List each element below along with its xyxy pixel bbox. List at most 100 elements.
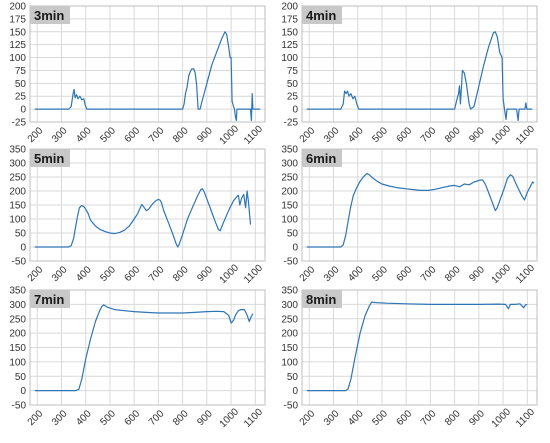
y-tick-label: 175	[9, 14, 26, 25]
x-tick-label: 700	[419, 125, 439, 145]
y-tick-label: 200	[281, 187, 298, 198]
x-tick-label: 1000	[218, 406, 242, 430]
y-tick-label: 150	[281, 343, 298, 354]
y-tick-label: 0	[20, 386, 26, 397]
x-tick-label: 600	[123, 125, 143, 145]
panel-title-background	[302, 6, 342, 24]
y-tick-label: 300	[281, 159, 298, 170]
y-tick-label: 50	[287, 229, 299, 240]
y-tick-label: 75	[15, 66, 27, 77]
x-tick-label: 300	[50, 264, 70, 284]
y-tick-label: -25	[12, 118, 27, 129]
y-tick-label: 25	[15, 92, 27, 103]
panel-title-background	[302, 149, 342, 167]
x-tick-label: 800	[171, 264, 191, 284]
x-tick-label: 1100	[242, 262, 265, 285]
x-tick-label: 400	[74, 264, 94, 284]
y-tick-label: 150	[9, 343, 26, 354]
y-tick-label: 0	[20, 105, 26, 116]
y-tick-label: 300	[281, 300, 298, 311]
x-tick-label: 200	[298, 125, 318, 145]
y-tick-label: 50	[15, 229, 27, 240]
series-line-1	[34, 188, 252, 248]
x-tick-label: 700	[147, 125, 167, 145]
x-tick-label: 600	[123, 408, 143, 428]
x-tick-label: 500	[98, 408, 118, 428]
y-tick-label: 25	[287, 92, 299, 103]
x-tick-label: 600	[395, 125, 415, 145]
x-tick-label: 1100	[514, 262, 537, 285]
x-tick-label: 300	[50, 408, 70, 428]
panel-title: 8min	[306, 292, 336, 307]
panel-title-background	[302, 290, 342, 308]
panel-title-background	[30, 6, 70, 24]
y-tick-label: -50	[12, 401, 27, 412]
x-tick-label: 1100	[514, 406, 537, 429]
x-tick-label: 300	[322, 264, 342, 284]
x-tick-label: 300	[322, 408, 342, 428]
y-tick-label: 250	[281, 173, 298, 184]
y-tick-label: 175	[281, 14, 298, 25]
panel-title-background	[30, 290, 70, 308]
x-tick-label: 1100	[514, 123, 537, 146]
panel-title: 6min	[306, 151, 336, 166]
y-tick-label: -50	[284, 401, 299, 412]
x-tick-label: 1100	[242, 123, 265, 146]
y-tick-label: 250	[9, 173, 26, 184]
x-tick-label: 700	[419, 408, 439, 428]
y-tick-label: 150	[9, 27, 26, 38]
x-tick-label: 1000	[218, 123, 242, 147]
y-tick-label: 350	[9, 286, 26, 297]
y-tick-label: 0	[292, 243, 298, 254]
y-tick-label: 250	[281, 314, 298, 325]
x-tick-label: 200	[298, 408, 318, 428]
y-tick-label: 150	[281, 201, 298, 212]
y-tick-label: 350	[9, 145, 26, 156]
y-tick-label: 100	[9, 357, 26, 368]
x-tick-label: 400	[346, 264, 366, 284]
series-line-1	[34, 304, 254, 392]
x-tick-label: 600	[395, 408, 415, 428]
x-tick-label: 700	[147, 264, 167, 284]
y-tick-label: 150	[281, 27, 298, 38]
x-tick-label: 800	[171, 125, 191, 145]
panel-title: 3min	[34, 8, 64, 23]
plot-frame	[301, 5, 538, 123]
y-tick-label: 300	[9, 159, 26, 170]
x-tick-label: 800	[443, 264, 463, 284]
y-tick-label: 100	[281, 215, 298, 226]
y-tick-label: 250	[9, 314, 26, 325]
y-tick-label: 200	[9, 187, 26, 198]
x-tick-label: 900	[195, 125, 215, 145]
x-tick-label: 900	[467, 125, 487, 145]
x-tick-label: 1000	[490, 262, 514, 286]
y-tick-label: 100	[9, 215, 26, 226]
x-tick-label: 200	[298, 264, 318, 284]
x-tick-label: 400	[346, 125, 366, 145]
plot-frame	[301, 148, 538, 262]
y-tick-label: 50	[287, 79, 299, 90]
x-tick-label: 600	[123, 264, 143, 284]
y-tick-label: 200	[281, 329, 298, 340]
y-tick-label: 150	[9, 201, 26, 212]
plot-frame	[29, 148, 266, 262]
x-tick-label: 300	[50, 125, 70, 145]
x-tick-label: 900	[467, 408, 487, 428]
y-tick-label: 300	[9, 300, 26, 311]
y-tick-label: 0	[292, 105, 298, 116]
x-tick-label: 1000	[218, 262, 242, 286]
x-tick-label: 500	[370, 125, 390, 145]
y-tick-label: 350	[281, 145, 298, 156]
panel-title: 4min	[306, 8, 336, 23]
y-tick-label: 200	[9, 2, 26, 13]
x-tick-label: 800	[171, 408, 191, 428]
x-tick-label: 1000	[490, 123, 514, 147]
y-tick-label: 125	[9, 40, 26, 51]
y-tick-label: 100	[281, 357, 298, 368]
series-line-1	[306, 173, 535, 248]
panel-title-background	[30, 149, 70, 167]
